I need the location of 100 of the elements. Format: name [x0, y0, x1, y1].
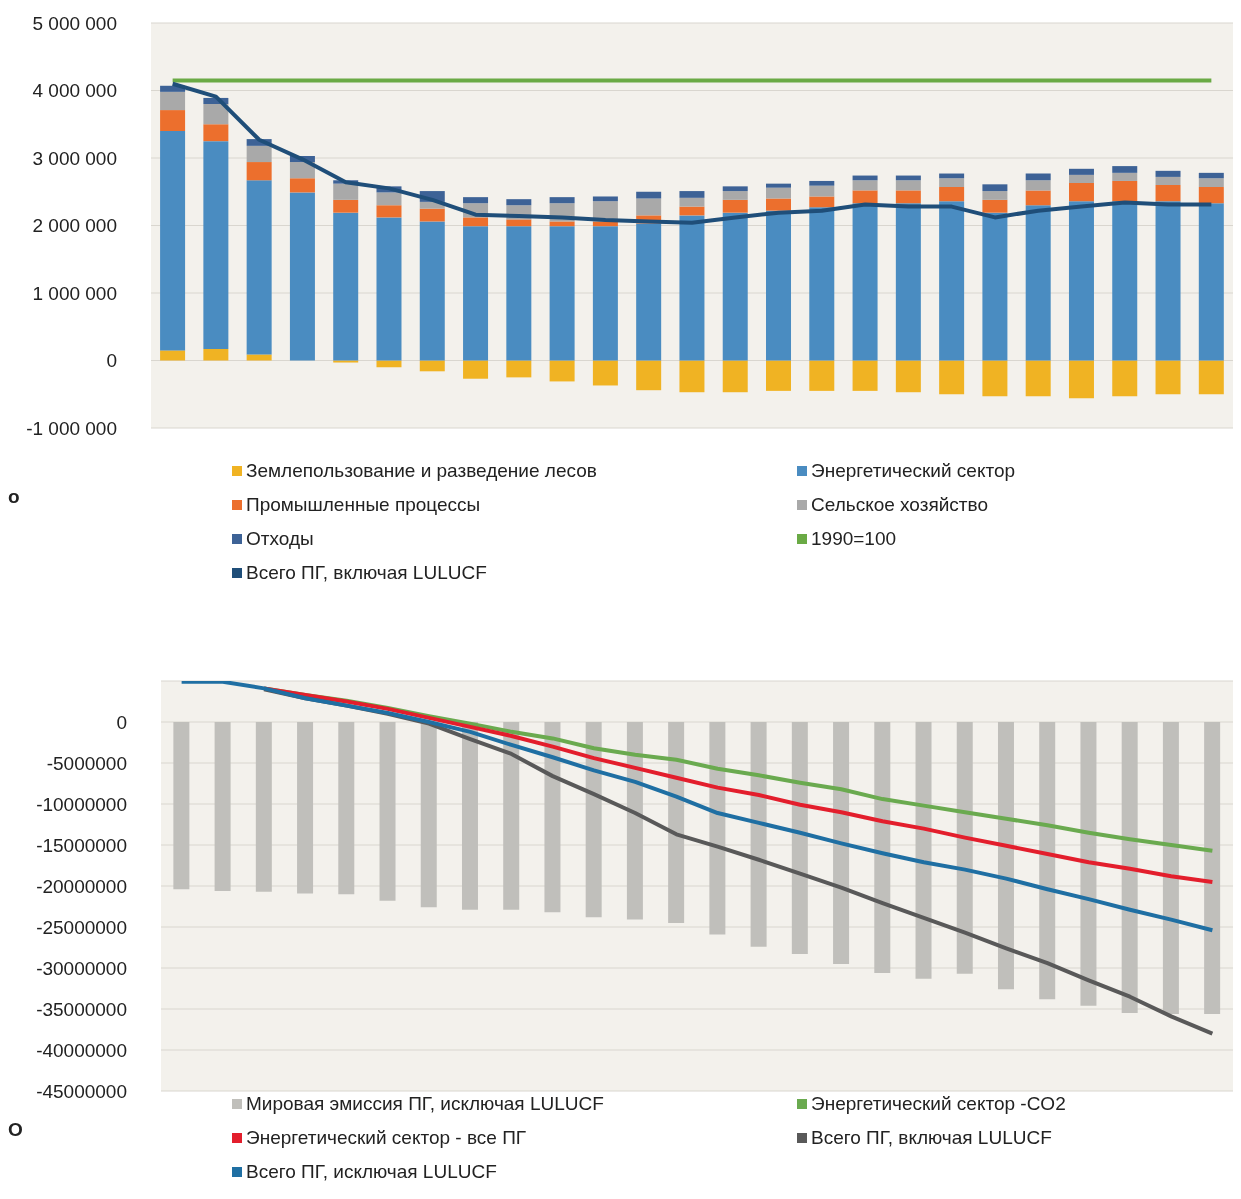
bar: [895, 180, 921, 191]
bar: [160, 131, 186, 351]
bar: [1025, 205, 1051, 361]
bar: [376, 217, 402, 361]
bar: [289, 192, 315, 361]
bar: [766, 360, 792, 391]
bar: [982, 199, 1008, 213]
bar: [1112, 172, 1138, 181]
bar: [939, 187, 965, 202]
bar: [246, 180, 272, 355]
y-tick-label: -25000000: [36, 916, 127, 938]
bar: [722, 212, 748, 361]
y-tick-label: -45000000: [36, 1080, 127, 1102]
bar: [419, 208, 445, 222]
bar: [246, 354, 272, 361]
line-series: [179, 681, 1215, 933]
bar: [679, 191, 705, 198]
bar: [376, 192, 402, 206]
bar: [852, 203, 878, 361]
bar: [1155, 185, 1181, 202]
bar: [592, 226, 618, 361]
bar: [419, 221, 445, 361]
bar: [463, 360, 489, 379]
bar: [722, 199, 748, 213]
bar: [592, 196, 618, 202]
legend-label: Энергетический сектор -CO2: [811, 1093, 1066, 1115]
bar: [722, 191, 748, 200]
bar: [203, 349, 229, 361]
bar: [463, 226, 489, 361]
bar: [766, 187, 792, 199]
bar: [766, 210, 792, 361]
y-tick-label: 4 000 000: [32, 80, 117, 102]
bar: [809, 180, 835, 186]
bar: [506, 199, 532, 206]
y-tick-label: 2 000 000: [32, 215, 117, 237]
legend-label: 1990=100: [811, 528, 897, 550]
bar: [1025, 360, 1051, 397]
text: o: [8, 486, 21, 508]
bar: [1155, 360, 1181, 395]
bar: [376, 205, 402, 218]
bar: [506, 360, 532, 378]
y-tick-label: -1 000 000: [26, 417, 117, 439]
legend-label: Промышленные процессы: [246, 494, 481, 516]
bar: [549, 360, 575, 382]
bar: [246, 145, 272, 163]
bar: [895, 360, 921, 393]
bar: [1025, 180, 1051, 191]
bar: [852, 190, 878, 204]
y-tick-label: 0: [106, 350, 117, 372]
bar: [203, 104, 229, 125]
y-tick-label: -10000000: [36, 793, 127, 815]
y-tick-label: -30000000: [36, 957, 127, 979]
bar: [246, 162, 272, 181]
legend-label: Мировая эмиссия ПГ, исключая LULUCF: [246, 1093, 604, 1115]
bar: [722, 186, 748, 192]
bar: [636, 198, 662, 216]
legend-label: Энергетический сектор: [811, 460, 1016, 482]
bar: [463, 197, 489, 204]
y-tick-label: -40000000: [36, 1039, 127, 1061]
bar: [1198, 360, 1224, 395]
bar: [766, 198, 792, 211]
legend-label: Всего ПГ, включая LULUCF: [246, 562, 487, 584]
bar: [160, 110, 186, 131]
bar: [679, 215, 705, 361]
y-tick-label: 5 000 000: [32, 12, 117, 34]
bar: [203, 124, 229, 142]
bar: [419, 360, 445, 372]
bar: [852, 180, 878, 191]
bar: [1198, 172, 1224, 179]
legend-label: Всего ПГ, включая LULUCF: [811, 1127, 1052, 1149]
bar: [1198, 178, 1224, 188]
bar: [549, 197, 575, 204]
bar: [1068, 174, 1094, 183]
legend-label: Энергетический сектор - все ПГ: [246, 1127, 527, 1149]
bar: [160, 91, 186, 111]
bar: [895, 203, 921, 361]
bar: [333, 360, 359, 363]
legend-label: Всего ПГ, исключая LULUCF: [246, 1161, 497, 1183]
y-tick-label: 3 000 000: [32, 147, 117, 169]
bar: [722, 360, 748, 393]
bar: [809, 196, 835, 208]
bar: [1068, 168, 1094, 175]
bar: [982, 360, 1008, 397]
bar: [160, 350, 186, 361]
bar: [1155, 170, 1181, 177]
bar: [203, 141, 229, 350]
bar: [1068, 182, 1094, 202]
bar: [809, 207, 835, 361]
bar: [506, 226, 532, 361]
bar: [1155, 176, 1181, 185]
bar: [592, 360, 618, 386]
bar: [506, 219, 532, 227]
y-tick-label: 1 000 000: [32, 282, 117, 304]
bar: [939, 178, 965, 188]
bar: [1155, 201, 1181, 361]
bar: [1198, 187, 1224, 204]
bar: [1112, 166, 1138, 173]
bar: [939, 360, 965, 395]
legend-label: Отходы: [246, 528, 314, 550]
bar: [636, 191, 662, 199]
